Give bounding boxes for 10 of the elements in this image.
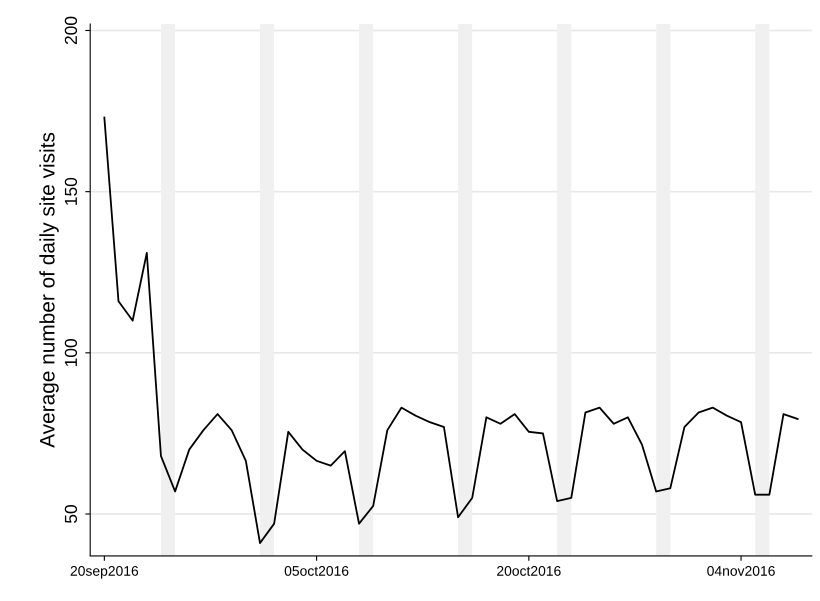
- y-tick-label: 100: [64, 339, 78, 366]
- x-tick-label: 05oct2016: [284, 566, 348, 576]
- line-series: [103, 116, 799, 544]
- y-tick-label: 200: [64, 16, 78, 44]
- y-axis-title: Average number of daily site visits: [39, 132, 59, 448]
- x-tick-label: 20sep2016: [70, 566, 138, 579]
- x-tick-label: 20oct2016: [497, 566, 561, 576]
- y-tick-label: 50: [64, 505, 78, 523]
- x-tick-label: 04nov2016: [707, 566, 775, 576]
- y-tick-label: 150: [64, 178, 78, 205]
